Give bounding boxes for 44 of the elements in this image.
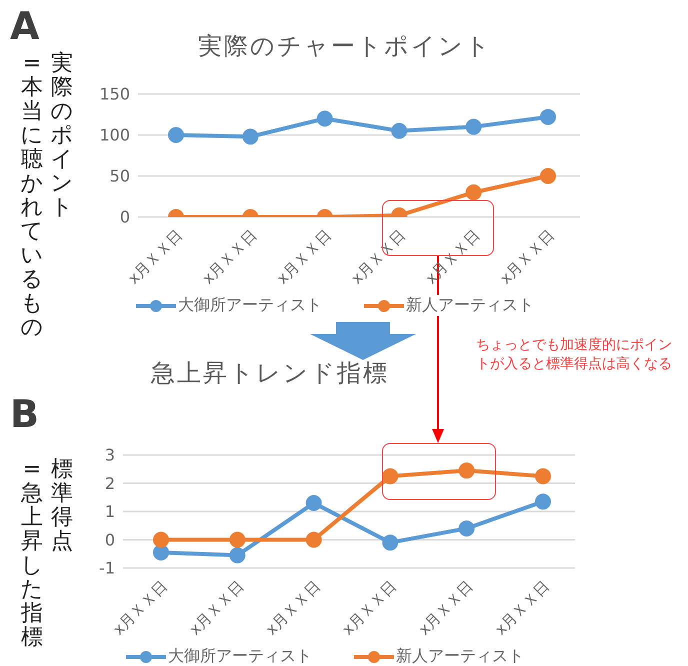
point [229, 547, 246, 564]
point [535, 494, 551, 510]
chart-title: 実際のチャートポイント [197, 31, 493, 62]
x-tick-label: x月ＸＸ日 [422, 226, 484, 288]
y-tick-label: 1 [104, 502, 115, 522]
point [229, 532, 246, 548]
x-tick-label: x月ＸＸ日 [491, 577, 553, 639]
point [535, 468, 551, 484]
y-tick-label: 3 [104, 446, 115, 465]
y-tick-label: 100 [99, 126, 130, 145]
text: A [10, 4, 40, 48]
x-tick-label: x月ＸＸ日 [273, 226, 335, 288]
point [382, 468, 398, 484]
x-tick-label: x月ＸＸ日 [496, 226, 558, 288]
x-tick-label: x月ＸＸ日 [186, 577, 248, 639]
point [306, 495, 322, 512]
point [306, 532, 322, 548]
point [153, 532, 169, 548]
text: ちょっとでも加速度的にポイントが入ると標準得点は高くなる [476, 336, 673, 374]
y-tick-label: 0 [120, 208, 130, 227]
point [458, 462, 475, 479]
x-tick-label: x月ＸＸ日 [198, 226, 260, 288]
y-tick-label: 0 [104, 530, 115, 550]
legend-label: 大御所アーティスト [168, 646, 312, 666]
text: 実際のポイント =本当に聴かれているもの [20, 51, 74, 340]
y-tick-label: 50 [110, 166, 130, 186]
y-tick-label: 150 [99, 84, 130, 104]
legend-label: 大御所アーティスト [178, 295, 322, 316]
text: 標準得点 =急上昇した指標 [20, 457, 73, 650]
x-tick-label: x月ＸＸ日 [109, 577, 171, 639]
x-tick-label: x月ＸＸ日 [262, 577, 324, 639]
y-tick-label: -1 [99, 558, 115, 578]
x-tick-label: x月ＸＸ日 [338, 577, 400, 639]
chart-title: 急上昇トレンド指標 [150, 358, 390, 389]
legend-label: 新人アーティスト [406, 295, 534, 316]
text: B [10, 392, 39, 436]
x-tick-label: x月ＸＸ日 [124, 226, 186, 288]
x-tick-label: x月ＸＸ日 [415, 577, 476, 639]
point [382, 534, 398, 551]
point [458, 520, 475, 536]
y-tick-label: 2 [104, 474, 115, 493]
legend-label: 新人アーティスト [396, 646, 524, 666]
x-tick-label: x月ＸＸ日 [348, 226, 410, 288]
point [153, 544, 169, 560]
